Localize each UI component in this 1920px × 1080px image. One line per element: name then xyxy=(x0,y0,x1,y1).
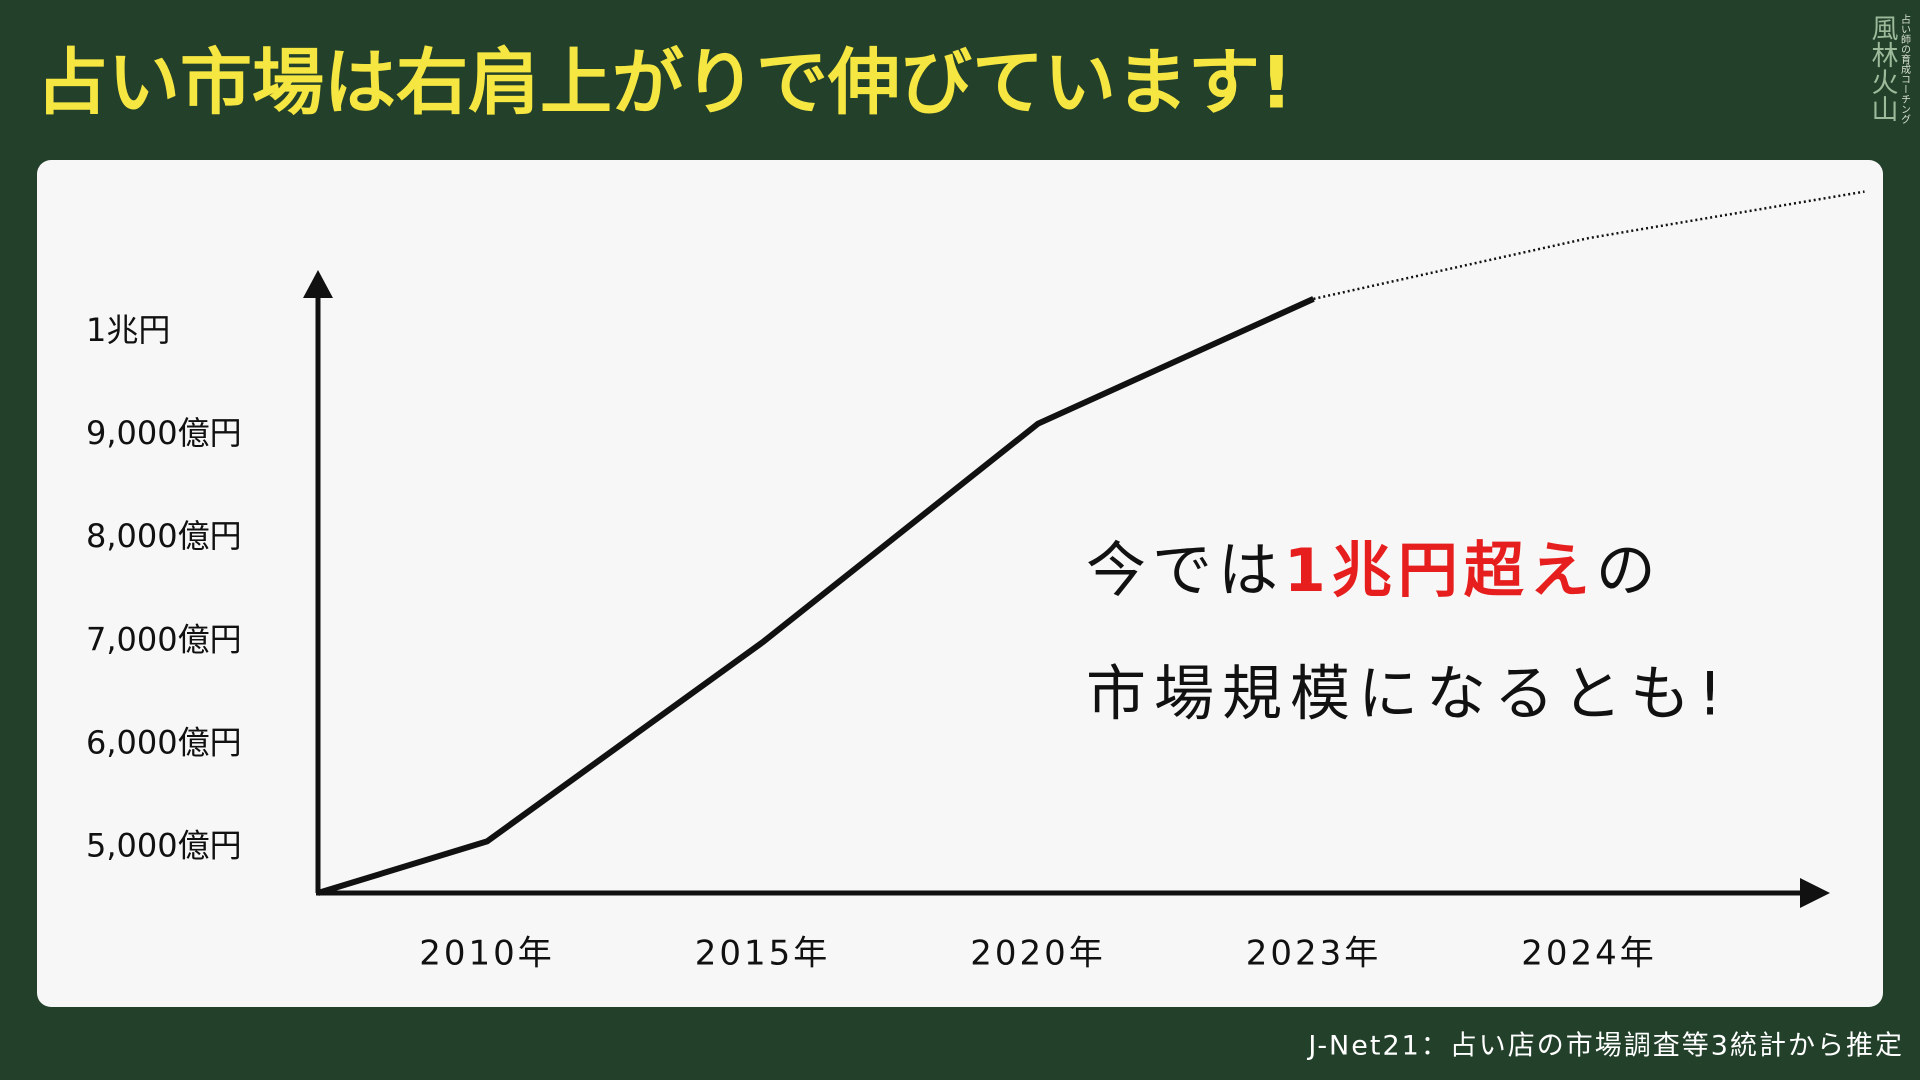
y-axis-arrow xyxy=(303,270,333,298)
source-note: J-Net21：占い店の市場調査等3統計から推定 xyxy=(1306,1031,1904,1062)
logo-subtitle: 占い師の育成コーチング xyxy=(1899,13,1911,124)
x-tick-label: 2023年 xyxy=(1246,934,1382,974)
x-tick-label: 2024年 xyxy=(1521,934,1657,974)
x-tick-label: 2010年 xyxy=(419,934,555,974)
y-tick-label: 7,000億円 xyxy=(86,620,242,658)
x-tick-label: 2020年 xyxy=(970,934,1106,974)
y-tick-label: 6,000億円 xyxy=(86,723,242,761)
logo: 風林火山 xyxy=(1867,14,1899,122)
chart-title: 占い市場は右肩上がりで伸びています! xyxy=(36,41,1293,125)
x-axis-arrow xyxy=(1800,878,1830,908)
y-tick-label: 8,000億円 xyxy=(86,517,242,555)
annotation-text: の xyxy=(1596,536,1662,606)
annotation-emphasis: 1兆円超え xyxy=(1284,536,1596,606)
data-line xyxy=(317,296,1315,896)
y-tick-label: 5,000億円 xyxy=(86,827,242,865)
plot-panel xyxy=(37,160,1883,1007)
x-tick-label: 2015年 xyxy=(695,934,831,974)
y-tick-label: 9,000億円 xyxy=(86,414,242,452)
y-tick-label: 1兆円 xyxy=(86,311,170,349)
annotation: 今では1兆円超えの xyxy=(1086,536,1662,606)
axes xyxy=(303,270,1830,908)
annotation-text: 今では xyxy=(1086,536,1284,606)
annotation: 市場規模になるとも! xyxy=(1086,660,1730,730)
